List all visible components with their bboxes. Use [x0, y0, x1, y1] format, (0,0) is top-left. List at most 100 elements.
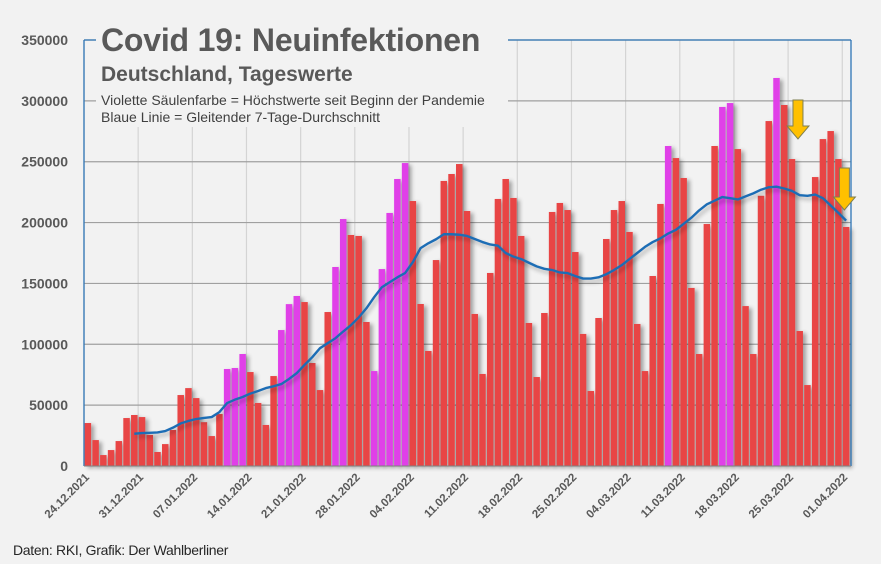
bar — [440, 180, 448, 466]
bar-record-high — [239, 354, 246, 466]
bar — [603, 239, 610, 466]
y-tick-label: 200000 — [21, 215, 68, 231]
bar — [633, 323, 641, 466]
bar — [711, 146, 718, 466]
bar — [200, 422, 208, 466]
y-tick-label: 250000 — [21, 154, 68, 170]
bar — [649, 276, 656, 466]
bar-record-high — [773, 77, 780, 466]
bar-record-high — [394, 179, 401, 466]
bar — [107, 450, 115, 466]
x-tick-label: 24.12.2021 — [43, 471, 93, 521]
bar — [579, 333, 587, 466]
bar — [811, 177, 819, 467]
x-tick-label: 31.12.2021 — [97, 471, 147, 521]
x-tick-label: 04.02.2022 — [368, 472, 417, 521]
bar — [742, 306, 749, 466]
bar — [510, 197, 517, 467]
chart-title: Covid 19: Neuinfektionen — [101, 22, 481, 58]
y-tick-label: 300000 — [21, 93, 68, 109]
x-tick-label: 28.01.2022 — [314, 472, 363, 521]
bar — [541, 313, 548, 466]
bar — [425, 350, 432, 466]
bar — [641, 371, 649, 466]
bar — [750, 354, 757, 466]
bar — [672, 158, 680, 466]
average-line — [134, 185, 847, 435]
bar — [169, 429, 177, 466]
bar — [703, 224, 711, 466]
bar — [177, 395, 184, 466]
bar-record-high — [231, 368, 239, 466]
bar — [804, 385, 811, 466]
legend-average-line: Blaue Linie = Gleitender 7-Tage-Durchsch… — [101, 109, 380, 125]
bar — [819, 139, 827, 466]
bar-record-high — [339, 219, 347, 466]
y-tick-label: 150000 — [21, 275, 68, 291]
x-tick-label: 04.03.2022 — [584, 472, 633, 521]
bar-record-high — [719, 106, 726, 466]
bar-record-high — [401, 163, 409, 467]
x-tick-labels: 24.12.2021 31.12.2021 07.01.2022 14.01.2022… — [43, 471, 850, 521]
bar — [216, 414, 223, 466]
y-tick-label: 350000 — [21, 32, 68, 48]
bar-record-high — [370, 371, 378, 466]
bar — [84, 423, 92, 466]
bar — [138, 417, 146, 466]
bar — [835, 159, 842, 467]
bar-record-high — [378, 269, 386, 466]
bar — [525, 322, 533, 466]
bar — [610, 210, 618, 466]
x-tick-label: 25.02.2022 — [530, 472, 579, 521]
x-tick-label: 14.01.2022 — [205, 472, 254, 521]
x-tick-label: 21.01.2022 — [259, 472, 308, 521]
bar-record-high — [278, 330, 285, 466]
bar — [556, 202, 564, 467]
bar-record-high — [386, 212, 393, 466]
bar — [842, 226, 850, 466]
x-tick-label: 18.03.2022 — [693, 472, 742, 521]
bar — [355, 235, 362, 466]
bar — [471, 313, 478, 466]
bar-record-high — [285, 304, 293, 466]
average-line-series — [134, 185, 847, 435]
bar — [780, 105, 788, 466]
bar — [548, 211, 556, 466]
bar — [363, 322, 370, 466]
bar — [347, 234, 355, 466]
bar — [757, 195, 765, 467]
title-background — [96, 24, 508, 127]
x-tick-label: 11.03.2022 — [639, 472, 688, 521]
bar — [657, 203, 664, 466]
bar — [316, 390, 324, 466]
y-tick-label: 0 — [60, 458, 68, 474]
x-tick-label: 18.02.2022 — [476, 472, 525, 521]
bar — [448, 174, 455, 466]
bar — [154, 452, 161, 466]
bar — [254, 402, 262, 466]
legend-record-bars: Violette Säulenfarbe = Höchstwerte seit … — [101, 92, 485, 108]
y-tick-label: 50000 — [29, 397, 68, 413]
bar — [247, 372, 254, 466]
bar — [324, 312, 331, 466]
bar — [517, 235, 525, 466]
bar — [494, 198, 502, 466]
bar-record-high — [332, 267, 339, 466]
bar — [131, 415, 138, 466]
bar — [796, 331, 803, 466]
y-tick-label: 100000 — [21, 336, 68, 352]
bar — [463, 211, 471, 466]
bar — [270, 376, 277, 466]
down-arrow-icon — [785, 99, 811, 140]
bar — [123, 418, 130, 466]
x-tick-label: 11.02.2022 — [422, 472, 471, 521]
bar-record-high — [664, 146, 672, 466]
bar — [479, 373, 486, 466]
bar — [695, 354, 703, 466]
bar — [572, 252, 579, 466]
bar-record-high — [223, 368, 231, 466]
bar — [587, 391, 595, 466]
bar — [417, 304, 424, 466]
arrow-annotations — [785, 99, 857, 211]
